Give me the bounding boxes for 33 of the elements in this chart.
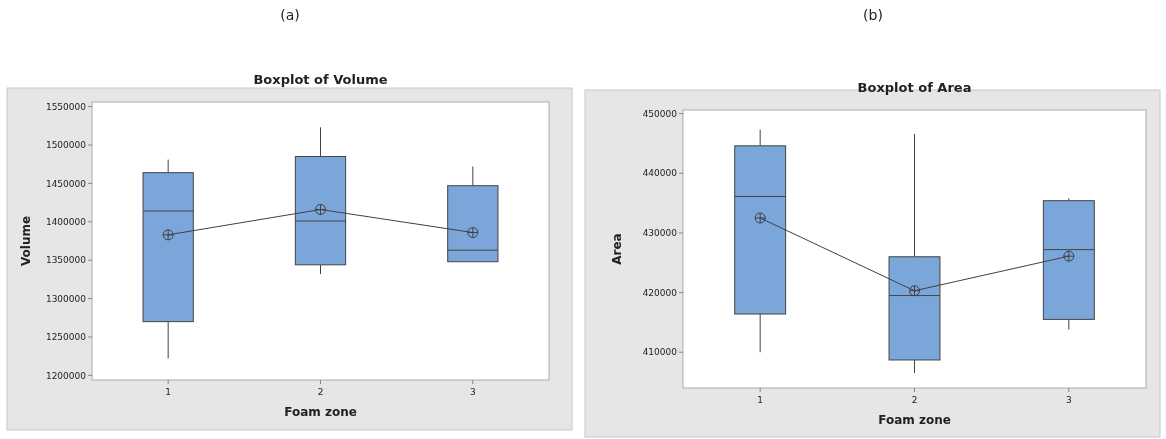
x-tick-label: 3 [1065, 395, 1072, 405]
point [467, 227, 479, 239]
point [162, 229, 174, 241]
point [315, 204, 326, 216]
y-tick-label: 1300000 [45, 293, 87, 304]
y-tick-label: 1400000 [45, 216, 87, 227]
x-tick-label: 1 [165, 387, 172, 397]
y-tick-label: 440000 [642, 168, 678, 179]
x-axis-title: Foam zone [878, 413, 951, 427]
point [754, 212, 766, 224]
x-tick-label: 2 [317, 387, 324, 397]
chart-title: Boxplot of Area [857, 80, 972, 95]
y-tick-label: 1200000 [45, 370, 87, 381]
x-tick-label: 2 [911, 395, 918, 405]
y-tick-label: 410000 [642, 347, 678, 358]
x-axis-title: Foam zone [284, 405, 357, 419]
y-axis-title: Area [610, 233, 624, 265]
y-tick-label: 1550000 [45, 101, 87, 112]
chart-title: Boxplot of Volume [253, 72, 388, 87]
text: (b) [863, 7, 883, 23]
x-tick-label: 3 [469, 387, 476, 397]
y-tick-label: 1500000 [45, 140, 87, 151]
y-tick-label: 420000 [642, 287, 678, 298]
text: (a) [280, 7, 300, 23]
y-tick-label: 1350000 [45, 255, 87, 266]
y-tick-label: 1450000 [45, 178, 87, 189]
point [909, 285, 920, 297]
y-tick-label: 430000 [642, 228, 678, 239]
y-tick-label: 1250000 [45, 332, 87, 343]
y-tick-label: 450000 [642, 108, 678, 119]
point [1063, 250, 1075, 262]
y-axis-title: Volume [19, 215, 33, 267]
x-tick-label: 1 [757, 395, 764, 405]
